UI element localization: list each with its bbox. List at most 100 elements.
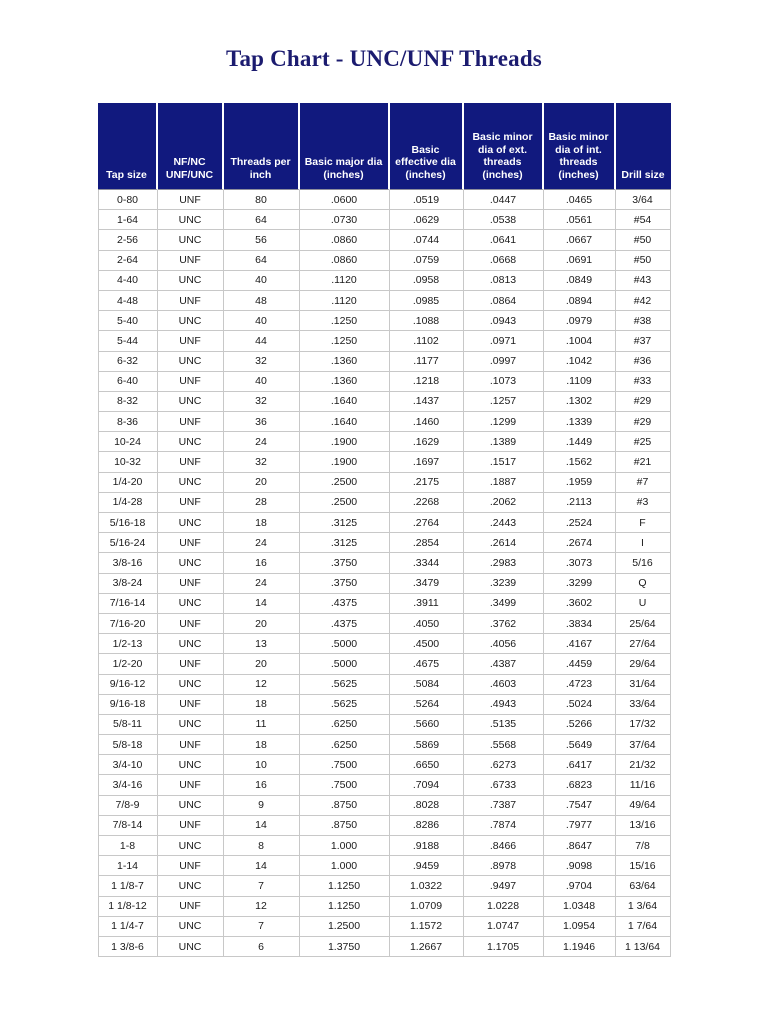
cell-drill: 1 7/64 [615,916,671,937]
cell-major: .1640 [299,412,390,433]
cell-tap_size: 1-14 [97,856,158,877]
cell-major: .5000 [299,654,390,675]
cell-major: .1120 [299,290,390,312]
cell-minor_ext: 1.0228 [463,896,544,917]
cell-tap_size: 6-32 [97,351,158,372]
cell-drill: #38 [615,311,671,332]
cell-tap_size: 5-44 [97,331,158,352]
cell-minor_ext: .5135 [463,714,544,736]
cell-minor_int: 1.0954 [543,916,616,937]
cell-tpi: 64 [223,250,300,271]
cell-effective: .2764 [389,513,464,534]
cell-series: UNC [157,553,224,574]
cell-major: .8750 [299,815,390,836]
table-row: 3/4-10 UNC 10.7500.6650.6273.6417 21/32 [97,755,671,776]
cell-effective: .0629 [389,210,464,231]
cell-major: .8750 [299,795,390,816]
cell-tpi: 7 [223,916,300,937]
cell-major: 1.3750 [299,936,390,958]
cell-tpi: 10 [223,755,300,776]
cell-minor_ext: .1073 [463,371,544,392]
cell-drill: 49/64 [615,795,671,816]
cell-series: UNC [157,351,224,372]
cell-minor_ext: .0813 [463,270,544,291]
cell-major: .2500 [299,492,390,513]
tap-chart-table: Tap size NF/NC UNF/UNC Threads per inch Bas… [97,103,671,958]
cell-effective: .4500 [389,634,464,655]
cell-effective: .0958 [389,270,464,291]
cell-series: UNF [157,896,224,917]
cell-tap_size: 3/8-24 [97,573,158,594]
column-header-tap_size: Tap size [97,103,158,190]
column-header-drill: Drill size [615,103,671,190]
cell-effective: .5084 [389,674,464,695]
cell-minor_int: .5649 [543,735,616,756]
cell-effective: .2175 [389,472,464,493]
cell-minor_int: .0894 [543,290,616,312]
cell-drill: #50 [615,250,671,271]
cell-major: .3750 [299,573,390,594]
cell-series: UNC [157,311,224,332]
cell-effective: .0759 [389,250,464,271]
cell-tpi: 8 [223,836,300,857]
cell-minor_int: .6417 [543,755,616,776]
cell-major: .0730 [299,210,390,231]
header-row: Tap size NF/NC UNF/UNC Threads per inch Bas… [97,103,671,190]
cell-series: UNC [157,391,224,413]
cell-major: .5625 [299,674,390,695]
table-row: 1/4-28 UNF 28.2500.2268.2062.2113 #3 [97,492,671,513]
cell-minor_ext: .2443 [463,513,544,534]
cell-minor_int: .3073 [543,553,616,574]
table-row: 4-40 UNC 40.1120.0958.0813.0849 #43 [97,270,671,291]
cell-drill: 31/64 [615,674,671,695]
cell-tpi: 28 [223,492,300,513]
cell-minor_int: 1.1946 [543,936,616,958]
cell-minor_ext: .3762 [463,613,544,635]
cell-minor_int: .1959 [543,472,616,493]
cell-major: .7500 [299,775,390,796]
cell-tap_size: 3/8-16 [97,553,158,574]
cell-minor_ext: .2062 [463,492,544,513]
cell-drill: 29/64 [615,654,671,675]
cell-drill: #37 [615,331,671,352]
cell-tpi: 36 [223,412,300,433]
cell-minor_ext: 1.0747 [463,916,544,937]
cell-tap_size: 2-64 [97,250,158,271]
cell-major: .1640 [299,391,390,413]
cell-tpi: 16 [223,553,300,574]
cell-series: UNC [157,714,224,736]
cell-effective: .5264 [389,694,464,715]
cell-minor_ext: .0943 [463,311,544,332]
cell-series: UNF [157,190,224,211]
cell-major: .0600 [299,190,390,211]
cell-major: .6250 [299,714,390,736]
cell-effective: .9459 [389,856,464,877]
cell-tap_size: 8-32 [97,391,158,413]
cell-series: UNC [157,270,224,291]
cell-series: UNF [157,775,224,796]
cell-effective: 1.2667 [389,936,464,958]
table-row: 2-56 UNC 56.0860.0744.0641.0667 #50 [97,230,671,251]
cell-tap_size: 5/8-18 [97,735,158,756]
cell-minor_ext: .5568 [463,735,544,756]
cell-effective: .1437 [389,391,464,413]
cell-effective: .8286 [389,815,464,836]
cell-minor_int: .0849 [543,270,616,291]
cell-minor_ext: .3239 [463,573,544,594]
cell-series: UNF [157,856,224,877]
cell-tap_size: 1-64 [97,210,158,231]
cell-effective: .1102 [389,331,464,352]
table-row: 9/16-12 UNC 12.5625.5084.4603.4723 31/64 [97,674,671,695]
cell-series: UNC [157,674,224,695]
cell-tpi: 11 [223,714,300,736]
cell-effective: .3479 [389,573,464,594]
cell-tpi: 9 [223,795,300,816]
cell-drill: F [615,513,671,534]
table-row: 3/8-16 UNC 16.3750.3344.2983.3073 5/16 [97,553,671,574]
cell-tap_size: 9/16-18 [97,694,158,715]
cell-effective: 1.1572 [389,916,464,937]
cell-major: 1.000 [299,836,390,857]
cell-major: .5625 [299,694,390,715]
cell-minor_int: .5266 [543,714,616,736]
table-body: 0-80 UNF 80.0600.0519.0447.0465 3/64 1-64 UNC… [97,190,671,958]
